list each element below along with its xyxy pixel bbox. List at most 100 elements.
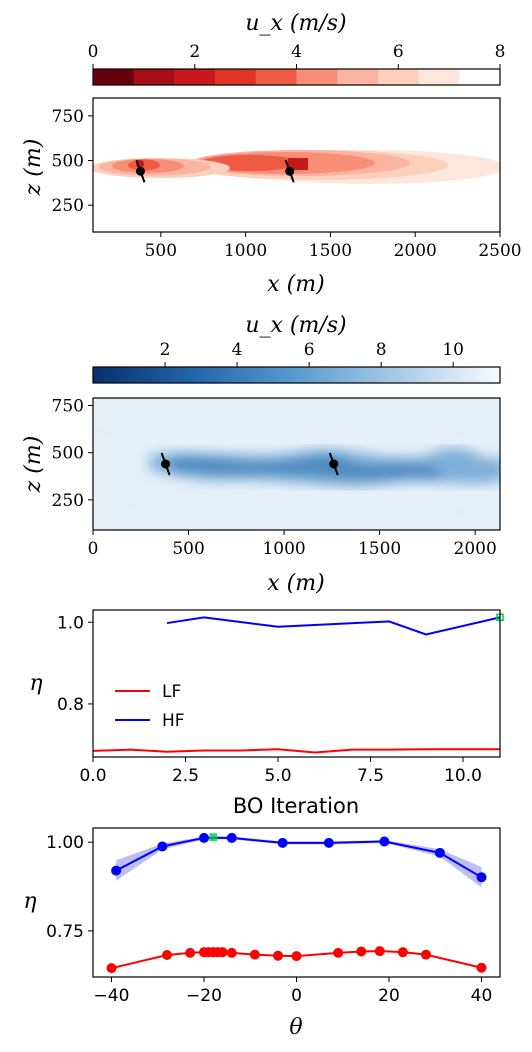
bo-legend: LF HF <box>115 682 185 731</box>
x-tick-label: 10.0 <box>444 766 482 786</box>
x-tick-label: −20 <box>186 986 222 1006</box>
lf-wake-xlabel: x (m) <box>267 272 324 297</box>
x-tick-label: 1500 <box>309 241 352 261</box>
x-tick-label: −40 <box>94 986 130 1006</box>
bo-ylabel: η <box>29 671 42 696</box>
x-tick-label: 20 <box>378 986 400 1006</box>
theta-xlabel: θ <box>289 1015 302 1040</box>
x-tick-label: 7.5 <box>357 766 384 786</box>
theta-ticks: −40 −20 0 20 40 0.75 1.00 <box>46 833 492 1006</box>
x-tick-label: 5.0 <box>264 766 291 786</box>
lf-point <box>291 951 302 962</box>
lf-point <box>185 947 196 958</box>
colorbar-hf-tick-label: 4 <box>232 340 243 360</box>
x-tick-label: 500 <box>145 241 177 261</box>
turbine-hub-2 <box>329 459 339 469</box>
best-point-marker <box>209 833 218 842</box>
colorbar-top-label: u_x (m/s) <box>245 11 346 36</box>
colorbar-hf-label: u_x (m/s) <box>245 313 346 338</box>
turbine-hub-1 <box>161 459 171 469</box>
y-tick-label: 500 <box>52 152 84 172</box>
colorbar-top-cell <box>418 69 460 85</box>
series-lf-line <box>92 748 500 754</box>
colorbar-hf-tick-label: 10 <box>442 340 464 360</box>
x-tick-label: 40 <box>471 986 493 1006</box>
colorbar-top-tick-label: 8 <box>495 42 506 62</box>
lf-point <box>273 950 283 961</box>
colorbar-top-cell <box>459 69 501 85</box>
series-hf-line <box>166 616 501 636</box>
theta-ylabel: η <box>23 889 36 914</box>
lf-wake-ticks: 500 1000 1500 2000 2500 250 500 750 <box>52 107 522 261</box>
lf-point <box>356 946 367 957</box>
x-tick-label: 1000 <box>224 241 267 261</box>
colorbar-top-cells <box>93 69 501 85</box>
hf-point <box>476 872 487 883</box>
x-tick-label: 2000 <box>394 241 437 261</box>
hf-point <box>111 865 122 876</box>
y-tick-label: 750 <box>52 397 84 417</box>
lf-point <box>217 947 228 958</box>
turbine-hub-1 <box>135 166 145 176</box>
y-tick-label: 0.8 <box>57 695 84 715</box>
x-tick-label: 2500 <box>478 241 521 261</box>
hf-curve <box>115 836 483 879</box>
colorbar-hf-tick-label: 8 <box>376 340 387 360</box>
x-tick-label: 2000 <box>454 539 497 559</box>
lf-point <box>374 946 385 957</box>
hf-point <box>379 836 390 847</box>
colorbar-hf-gradient <box>93 367 500 383</box>
x-tick-label: 2.5 <box>172 766 199 786</box>
hf-turbines <box>160 452 339 476</box>
lf-wake-ylabel: z (m) <box>21 139 46 197</box>
lf-point <box>476 962 487 973</box>
y-tick-label: 500 <box>52 444 84 464</box>
y-tick-label: 250 <box>52 491 84 511</box>
y-tick-label: 0.75 <box>46 922 84 942</box>
colorbar-hf-ticks: 2 4 6 8 10 <box>160 340 464 367</box>
hf-point <box>157 841 168 852</box>
legend-lf-label: LF <box>162 682 181 702</box>
bo-ticks: 0.0 2.5 5.0 7.5 10.0 0.8 1.0 <box>57 613 482 786</box>
lf-point <box>162 950 172 961</box>
legend-hf-label: HF <box>162 711 185 731</box>
bo-panel: 0.0 2.5 5.0 7.5 10.0 0.8 1.0 LF HF BO Iteratio… <box>29 609 504 818</box>
hf-field-ticks: 0 500 1000 1500 2000 250 500 750 <box>52 397 497 559</box>
colorbar-top-cell <box>133 69 175 85</box>
y-tick-label: 1.0 <box>57 613 84 633</box>
colorbar-top-tick-label: 6 <box>393 42 404 62</box>
lf-point <box>106 963 117 974</box>
colorbar-hf-tick-label: 2 <box>160 340 171 360</box>
colorbar-top-tick-label: 2 <box>189 42 200 62</box>
lf-point <box>249 949 260 960</box>
lf-turbines <box>135 159 295 183</box>
colorbar-top: u_x (m/s) 0 2 4 6 8 <box>88 11 506 86</box>
lf-point <box>397 947 408 958</box>
hf-point <box>323 837 334 848</box>
x-tick-label: 500 <box>172 539 204 559</box>
colorbar-top-cell <box>377 69 420 85</box>
lf-point <box>333 947 344 958</box>
colorbar-hf-tick-label: 6 <box>304 340 315 360</box>
colorbar-top-cell <box>174 69 216 85</box>
x-tick-label: 0 <box>88 539 99 559</box>
colorbar-top-ticks: 0 2 4 6 8 <box>88 42 506 69</box>
hf-point <box>277 837 288 848</box>
hf-field <box>93 398 500 530</box>
colorbar-top-cell <box>337 69 379 85</box>
colorbar-top-cell <box>255 69 297 85</box>
lf-point <box>226 947 237 958</box>
colorbar-top-frame <box>92 68 501 86</box>
lf-wake-frame <box>92 97 501 233</box>
hf-field-frame <box>92 397 501 531</box>
colorbar-top-cell <box>215 69 257 85</box>
lf-wake-field <box>93 98 500 232</box>
x-tick-label: 0 <box>291 986 302 1006</box>
y-tick-label: 750 <box>52 107 84 127</box>
hf-point <box>199 832 209 843</box>
bo-series <box>92 613 504 754</box>
hf-point <box>434 847 445 858</box>
lf-point <box>421 949 431 960</box>
colorbar-top-tick-label: 4 <box>291 42 302 62</box>
